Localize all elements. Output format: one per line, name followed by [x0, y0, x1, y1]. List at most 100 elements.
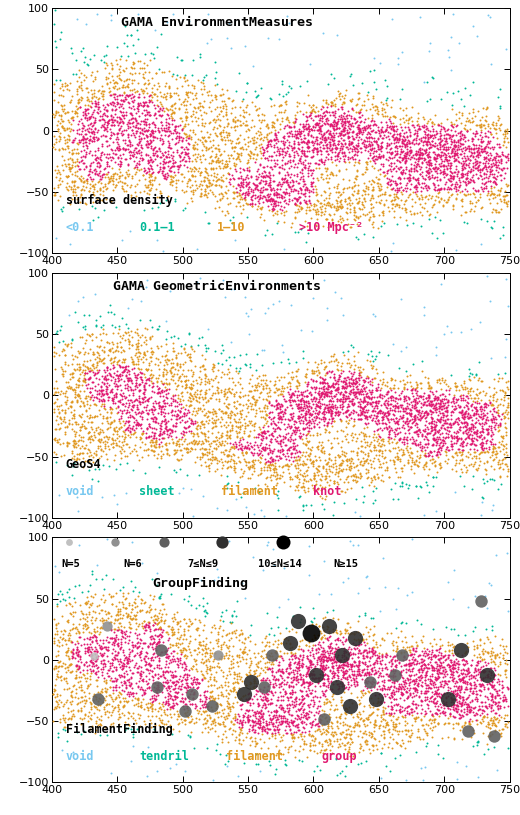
- Point: [447, 183, 455, 196]
- Point: [69, 650, 77, 663]
- Point: [339, 658, 347, 671]
- Point: [388, 717, 397, 730]
- Point: [365, 430, 373, 443]
- Point: [245, 165, 253, 178]
- Point: [408, 652, 416, 665]
- Point: [412, 667, 420, 681]
- Point: [502, 445, 510, 458]
- Point: [209, 716, 217, 729]
- Point: [499, 220, 507, 233]
- Point: [68, 161, 76, 174]
- Point: [302, 122, 310, 135]
- Point: [283, 118, 291, 131]
- Point: [140, 652, 148, 665]
- Point: [69, 434, 77, 447]
- Point: [389, 190, 398, 203]
- Point: [365, 654, 373, 667]
- Point: [327, 99, 335, 112]
- Point: [237, 119, 245, 132]
- Point: [335, 126, 343, 139]
- Point: [418, 191, 426, 204]
- Point: [341, 703, 349, 716]
- Point: [338, 200, 346, 214]
- Point: [172, 690, 180, 703]
- Point: [102, 363, 111, 377]
- Point: [428, 650, 437, 663]
- Point: [459, 666, 467, 679]
- Point: [176, 694, 184, 707]
- Point: [329, 625, 337, 638]
- Point: [341, 622, 349, 635]
- Point: [356, 385, 364, 398]
- Point: [91, 114, 99, 127]
- Point: [348, 196, 356, 209]
- Point: [304, 135, 312, 148]
- Point: [137, 83, 145, 96]
- Point: [453, 430, 461, 443]
- Point: [462, 681, 470, 694]
- Point: [265, 716, 273, 729]
- Point: [345, 413, 353, 426]
- Point: [284, 443, 293, 456]
- Point: [118, 404, 126, 417]
- Point: [379, 413, 387, 426]
- Point: [127, 676, 135, 689]
- Point: [191, 135, 199, 148]
- Point: [223, 158, 231, 171]
- Point: [496, 102, 504, 115]
- Point: [174, 685, 182, 698]
- Point: [358, 121, 367, 134]
- Point: [496, 184, 504, 197]
- Point: [314, 108, 322, 121]
- Point: [429, 429, 437, 442]
- Point: [393, 134, 401, 147]
- Point: [411, 412, 419, 425]
- Point: [326, 743, 334, 756]
- Point: [441, 649, 450, 662]
- Point: [324, 672, 332, 685]
- Point: [366, 622, 374, 635]
- Point: [329, 371, 337, 384]
- Point: [68, 664, 76, 677]
- Point: [443, 196, 451, 209]
- Point: [111, 79, 119, 92]
- Point: [456, 696, 464, 709]
- Point: [257, 131, 265, 144]
- Point: [484, 414, 492, 427]
- Point: [447, 646, 456, 659]
- Point: [459, 654, 467, 667]
- Point: [420, 662, 428, 675]
- Point: [405, 391, 413, 404]
- Point: [394, 711, 402, 724]
- Point: [454, 443, 463, 456]
- Point: [165, 128, 173, 141]
- Point: [447, 699, 455, 712]
- Point: [295, 197, 304, 210]
- Point: [356, 382, 365, 395]
- Point: [304, 729, 313, 742]
- Point: [271, 418, 280, 431]
- Point: [150, 394, 159, 408]
- Point: [458, 447, 466, 460]
- Point: [283, 462, 292, 475]
- Point: [189, 126, 197, 139]
- Point: [282, 702, 291, 715]
- Point: [503, 123, 511, 136]
- Point: [444, 420, 452, 433]
- Point: [437, 667, 446, 680]
- Point: [192, 427, 201, 440]
- Point: [385, 726, 393, 739]
- Point: [239, 734, 248, 747]
- Point: [269, 452, 278, 465]
- Point: [237, 177, 245, 190]
- Point: [188, 663, 196, 676]
- Point: [452, 689, 461, 703]
- Point: [122, 665, 131, 678]
- Point: [200, 426, 208, 439]
- Point: [327, 384, 335, 397]
- Point: [265, 384, 274, 397]
- Point: [471, 159, 479, 172]
- Point: [278, 192, 286, 205]
- Point: [160, 603, 168, 616]
- Point: [480, 431, 489, 444]
